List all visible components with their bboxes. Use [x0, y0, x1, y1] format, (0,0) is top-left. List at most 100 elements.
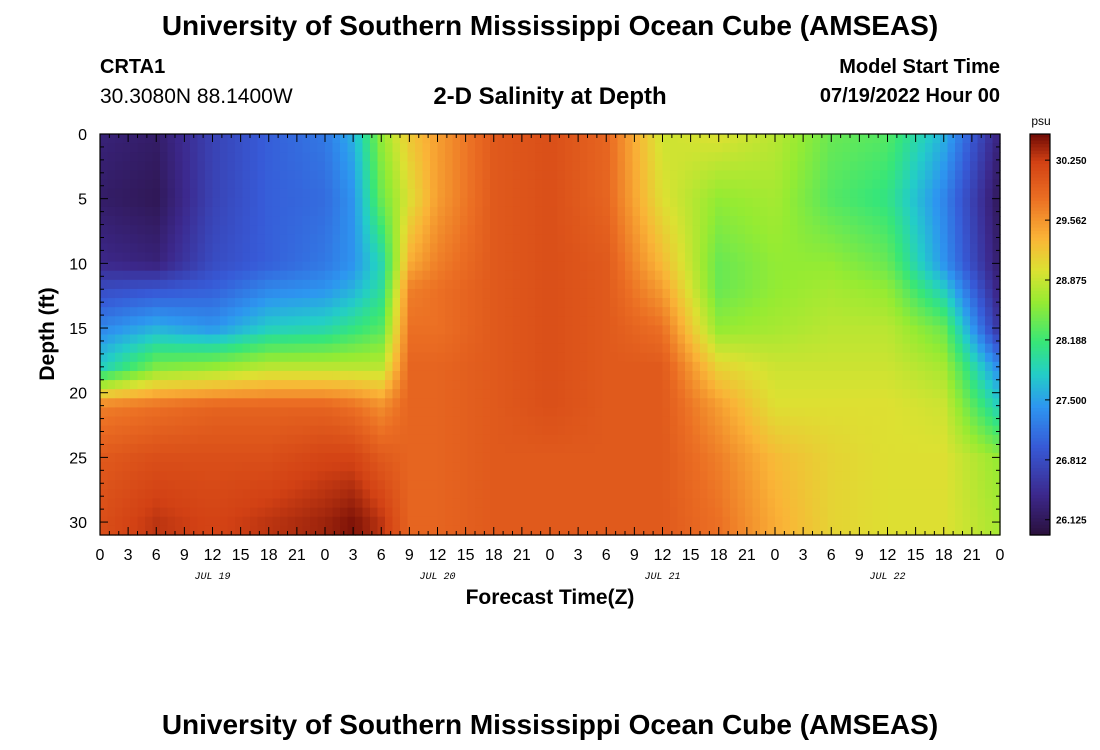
heatmap-cell — [760, 380, 769, 390]
heatmap-cell — [175, 243, 184, 254]
heatmap-cell — [722, 370, 731, 381]
heatmap-cell — [685, 380, 694, 390]
heatmap-cell — [287, 325, 296, 336]
heatmap-cell — [730, 234, 739, 244]
heatmap-cell — [925, 307, 934, 317]
heatmap-cell — [107, 452, 116, 463]
heatmap-cell — [767, 425, 776, 436]
heatmap-cell — [595, 270, 604, 281]
heatmap-cell — [737, 143, 746, 153]
heatmap-cell — [475, 370, 484, 381]
heatmap-cell — [685, 370, 694, 381]
heatmap-cell — [827, 206, 836, 217]
heatmap-cell — [392, 288, 401, 299]
heatmap-cell — [685, 498, 694, 509]
heatmap-cell — [325, 525, 334, 536]
heatmap-cell — [280, 325, 289, 336]
heatmap-cell — [640, 471, 649, 481]
heatmap-cell — [100, 206, 109, 217]
heatmap-cell — [692, 316, 701, 326]
heatmap-cell — [910, 252, 919, 263]
heatmap-cell — [640, 434, 649, 445]
heatmap-cell — [520, 352, 529, 363]
heatmap-cell — [872, 152, 881, 162]
heatmap-cell — [655, 197, 664, 208]
heatmap-cell — [490, 489, 499, 500]
heatmap-cell — [902, 425, 911, 436]
heatmap-cell — [910, 452, 919, 463]
heatmap-cell — [887, 143, 896, 153]
heatmap-cell — [640, 452, 649, 463]
heatmap-cell — [482, 252, 491, 263]
heatmap-cell — [617, 134, 626, 144]
heatmap-cell — [887, 234, 896, 244]
heatmap-cell — [340, 225, 349, 235]
heatmap-cell — [190, 216, 199, 226]
heatmap-cell — [182, 489, 191, 500]
heatmap-cell — [257, 179, 266, 190]
heatmap-cell — [527, 416, 536, 427]
heatmap-cell — [662, 279, 671, 290]
heatmap-cell — [392, 389, 401, 399]
heatmap-cell — [752, 225, 761, 235]
heatmap-cell — [535, 234, 544, 244]
heatmap-cell — [122, 288, 131, 299]
heatmap-cell — [497, 416, 506, 427]
heatmap-cell — [220, 279, 229, 290]
heatmap-cell — [400, 489, 409, 500]
heatmap-cell — [115, 343, 124, 354]
heatmap-cell — [527, 261, 536, 272]
heatmap-cell — [850, 334, 859, 345]
heatmap-cell — [542, 343, 551, 354]
heatmap-cell — [535, 516, 544, 527]
heatmap-cell — [752, 298, 761, 308]
heatmap-cell — [857, 170, 866, 181]
heatmap-cell — [512, 516, 521, 527]
heatmap-cell — [760, 234, 769, 244]
heatmap-cell — [467, 416, 476, 427]
heatmap-cell — [812, 316, 821, 326]
heatmap-cell — [880, 361, 889, 372]
heatmap-cell — [452, 197, 461, 208]
heatmap-cell — [857, 516, 866, 527]
heatmap-cell — [152, 343, 161, 354]
heatmap-cell — [332, 434, 341, 445]
heatmap-cell — [932, 352, 941, 363]
heatmap-cell — [632, 407, 641, 418]
heatmap-cell — [647, 361, 656, 372]
heatmap-cell — [280, 389, 289, 399]
heatmap-cell — [235, 234, 244, 244]
heatmap-cell — [205, 443, 214, 454]
heatmap-cell — [280, 462, 289, 472]
heatmap-cell — [340, 370, 349, 381]
heatmap-cell — [925, 206, 934, 217]
heatmap-cell — [377, 206, 386, 217]
heatmap-cell — [220, 298, 229, 308]
heatmap-cell — [242, 243, 251, 254]
heatmap-cell — [460, 516, 469, 527]
heatmap-cell — [220, 525, 229, 536]
heatmap-cell — [842, 389, 851, 399]
heatmap-cell — [917, 307, 926, 317]
heatmap-cell — [490, 279, 499, 290]
heatmap-cell — [317, 343, 326, 354]
heatmap-cell — [707, 361, 716, 372]
heatmap-cell — [340, 243, 349, 254]
heatmap-cell — [850, 225, 859, 235]
heatmap-cell — [205, 380, 214, 390]
heatmap-cell — [872, 279, 881, 290]
heatmap-cell — [385, 206, 394, 217]
heatmap-cell — [767, 288, 776, 299]
heatmap-cell — [287, 462, 296, 472]
heatmap-cell — [700, 134, 709, 144]
heatmap-cell — [280, 425, 289, 436]
heatmap-cell — [692, 389, 701, 399]
heatmap-cell — [820, 398, 829, 409]
heatmap-cell — [572, 161, 581, 172]
heatmap-cell — [362, 161, 371, 172]
heatmap-cell — [587, 234, 596, 244]
heatmap-cell — [332, 234, 341, 244]
heatmap-cell — [910, 489, 919, 500]
heatmap-cell — [437, 143, 446, 153]
heatmap-cell — [647, 398, 656, 409]
